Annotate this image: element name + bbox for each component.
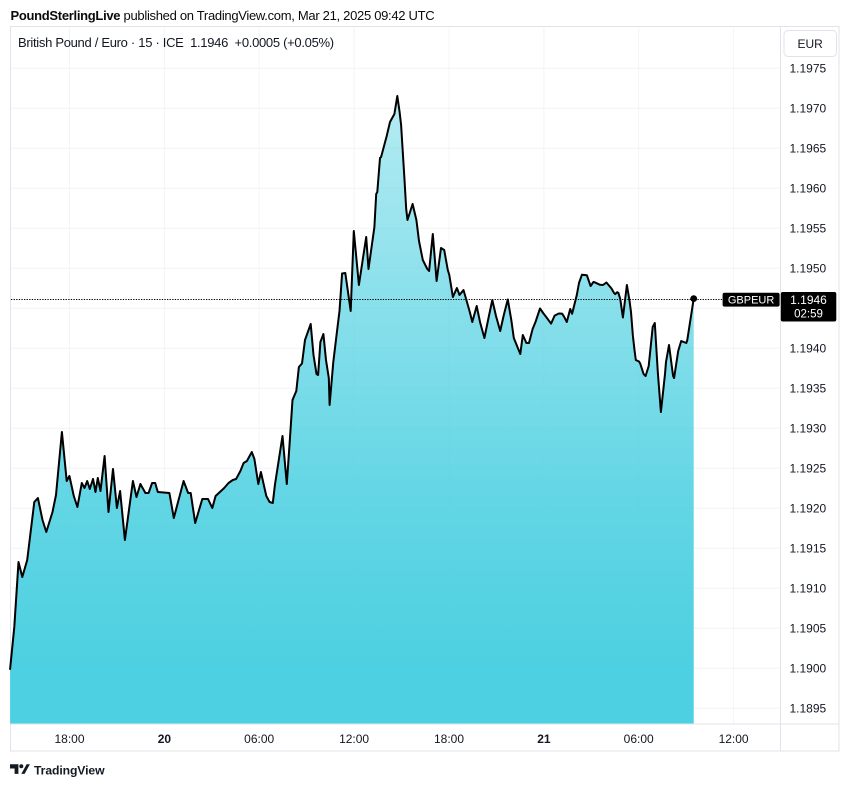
svg-text:1.1910: 1.1910: [790, 582, 827, 596]
svg-text:18:00: 18:00: [434, 732, 464, 746]
svg-text:British Pound / Euro · 15 · IC: British Pound / Euro · 15 · ICE 1.1946 +0.…: [18, 35, 334, 50]
svg-text:12:00: 12:00: [719, 732, 749, 746]
svg-text:1.1970: 1.1970: [790, 102, 827, 116]
svg-text:06:00: 06:00: [244, 732, 274, 746]
svg-text:02:59: 02:59: [794, 309, 823, 321]
svg-text:1.1935: 1.1935: [790, 382, 827, 396]
svg-text:1.1900: 1.1900: [790, 662, 827, 676]
svg-text:1.1950: 1.1950: [790, 262, 827, 276]
svg-text:GBPEUR: GBPEUR: [728, 295, 775, 307]
svg-text:1.1895: 1.1895: [790, 702, 827, 716]
svg-text:1.1955: 1.1955: [790, 222, 827, 236]
svg-text:1.1925: 1.1925: [790, 462, 827, 476]
svg-text:12:00: 12:00: [339, 732, 369, 746]
svg-text:1.1920: 1.1920: [790, 502, 827, 516]
svg-text:1.1965: 1.1965: [790, 142, 827, 156]
svg-text:18:00: 18:00: [54, 732, 84, 746]
svg-text:TradingView: TradingView: [34, 763, 105, 777]
svg-text:1.1915: 1.1915: [790, 542, 827, 556]
svg-text:1.1960: 1.1960: [790, 182, 827, 196]
svg-text:1.1946: 1.1946: [790, 293, 827, 307]
svg-text:PoundSterlingLive published on: PoundSterlingLive published on TradingVi…: [11, 8, 435, 23]
svg-text:1.1940: 1.1940: [790, 342, 827, 356]
svg-text:EUR: EUR: [798, 37, 824, 51]
svg-text:21: 21: [537, 732, 551, 746]
svg-text:06:00: 06:00: [624, 732, 654, 746]
svg-text:20: 20: [158, 732, 172, 746]
svg-text:1.1975: 1.1975: [790, 62, 827, 76]
svg-text:1.1930: 1.1930: [790, 422, 827, 436]
svg-text:1.1905: 1.1905: [790, 622, 827, 636]
